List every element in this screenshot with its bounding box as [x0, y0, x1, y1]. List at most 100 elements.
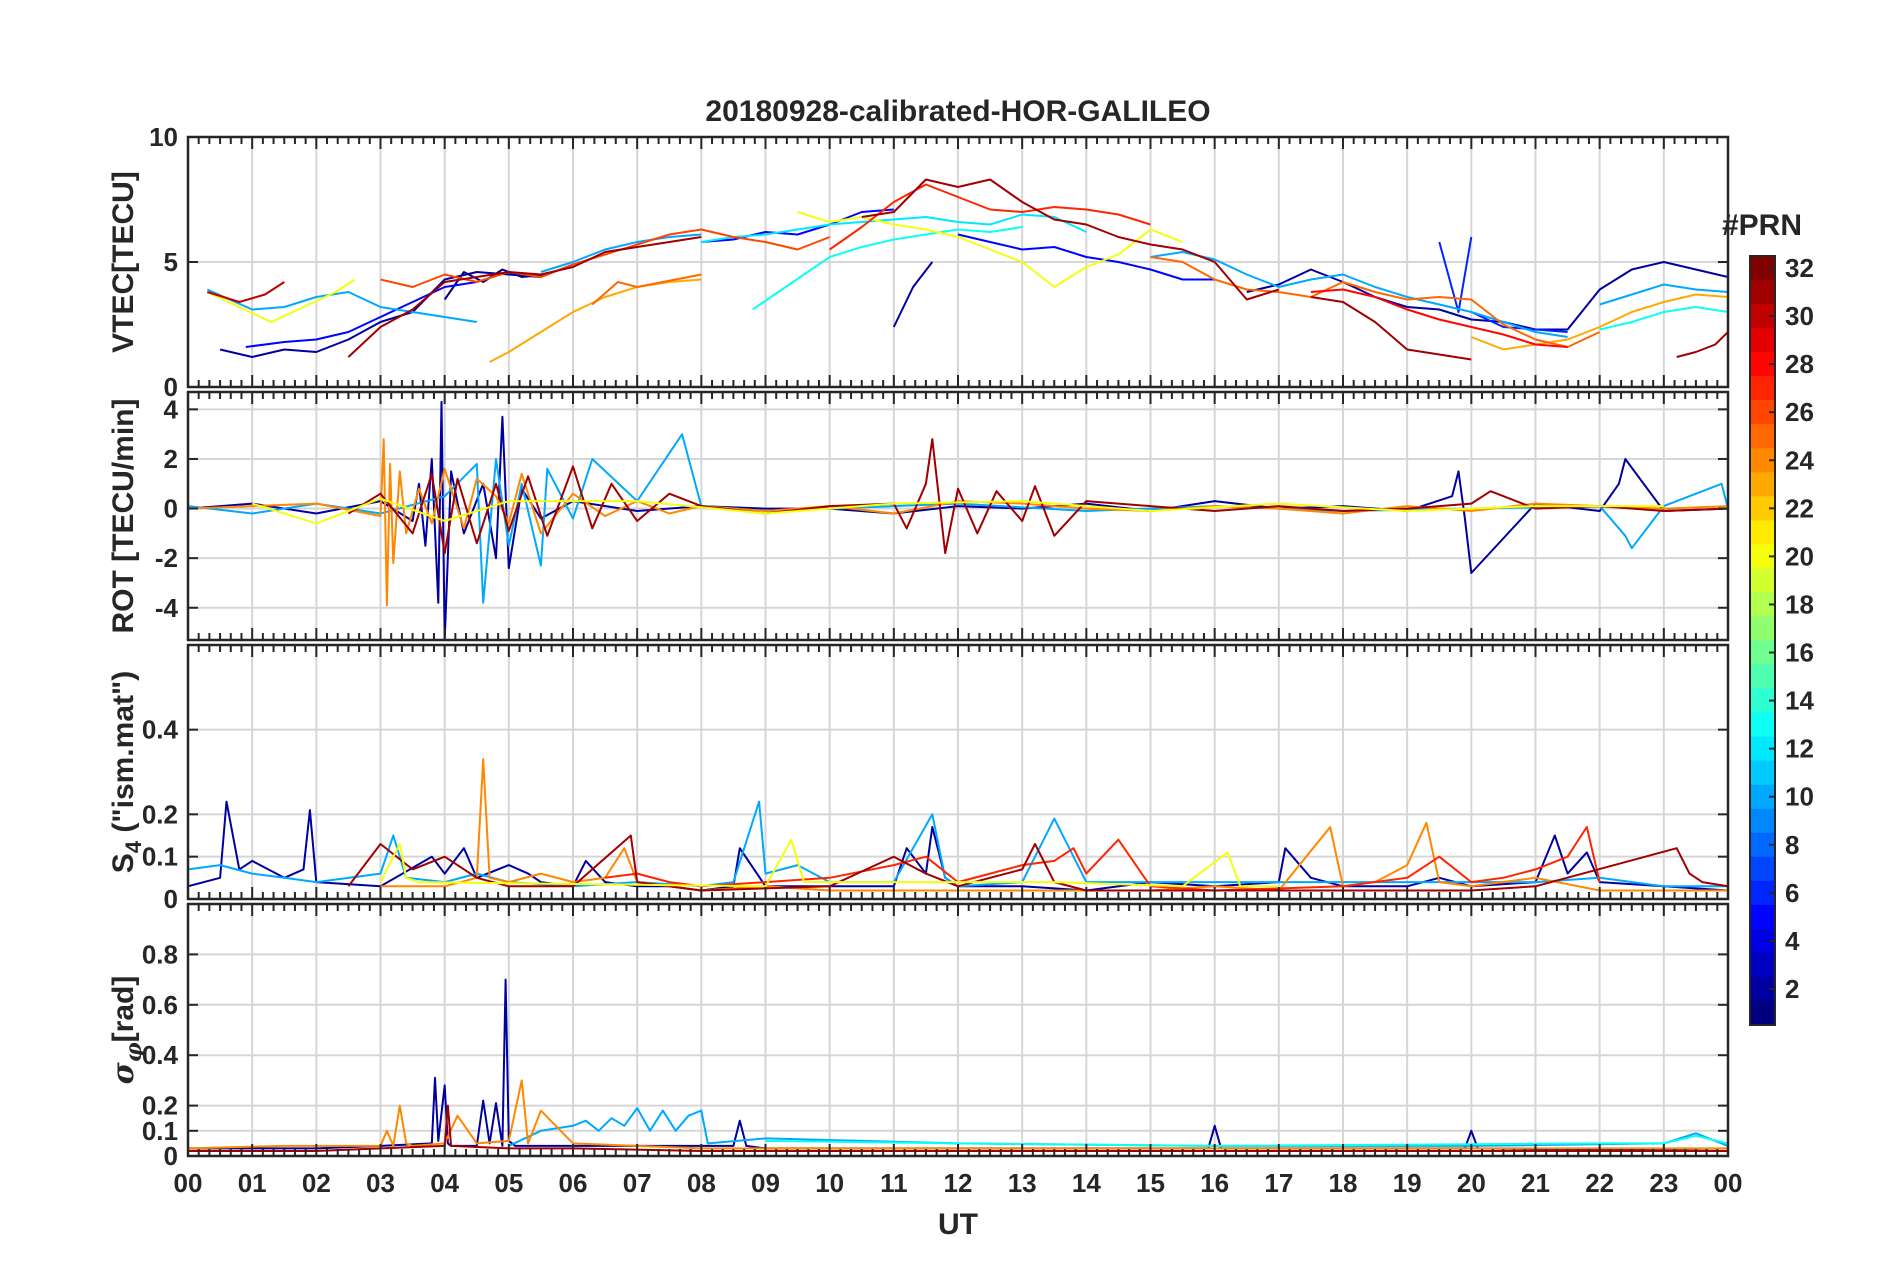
colorbar-tick-label: 32 [1785, 253, 1814, 283]
axes-frame [186, 902, 1730, 1158]
y-tick-label: 5 [164, 247, 178, 277]
y-tick-label: 2 [164, 444, 178, 474]
x-tick-label: 09 [751, 1168, 780, 1198]
colorbar-tick-label: 8 [1785, 830, 1799, 860]
colorbar-tick-label: 18 [1785, 589, 1814, 619]
series-line-prn-13 [765, 1134, 1728, 1147]
y-tick-label: 0.2 [142, 1091, 178, 1121]
series-line-prn-31 [347, 438, 1728, 555]
colorbar-tick-label: 20 [1785, 541, 1814, 571]
series-group [188, 400, 1728, 640]
series-line-prn-12 [701, 213, 1087, 243]
x-tick-label: 11 [880, 1168, 908, 1198]
colorbar-tick-label: 2 [1785, 974, 1799, 1004]
series-line-prn-6 [1470, 311, 1568, 333]
colorbar-segment [1750, 520, 1775, 545]
y-tick-label: 0 [164, 884, 178, 914]
series-line-prn-13 [752, 226, 1023, 311]
x-tick-label: 01 [238, 1168, 267, 1198]
colorbar-segment [1750, 376, 1775, 401]
x-tick-label: 13 [1008, 1168, 1037, 1198]
series-line-prn-2 [219, 263, 574, 358]
series-line-prn-26 [380, 228, 831, 288]
colorbar-tick-label: 10 [1785, 782, 1814, 812]
series-line-prn-10 [1599, 283, 1728, 306]
x-tick-label: 03 [366, 1168, 395, 1198]
colorbar-segment [1750, 424, 1775, 449]
y-axis-label: σφ[rad] [106, 976, 147, 1085]
series-line-prn-13 [1599, 306, 1728, 331]
x-axis-label: UT [938, 1208, 978, 1241]
y-tick-label: 0.1 [142, 842, 178, 872]
series-line-prn-2 [1246, 261, 1728, 331]
series-line-prn-25 [1150, 256, 1601, 348]
colorbar-segment [1750, 856, 1775, 882]
colorbar-tick-label: 12 [1785, 734, 1814, 764]
series-line-prn-10 [508, 1107, 1728, 1147]
x-tick-label: 21 [1521, 1168, 1550, 1198]
series-line-prn-31 [1310, 296, 1472, 361]
x-tick-label: 08 [687, 1168, 716, 1198]
y-tick-label: 0.4 [142, 1040, 179, 1070]
series-line-prn-20 [206, 278, 356, 323]
x-tick-label: 02 [302, 1168, 331, 1198]
series-line-prn-6 [1438, 236, 1473, 313]
colorbar-segment [1750, 472, 1775, 497]
panel-4: 00.10.2 0.4 0.6 0.8 σφ[rad] [106, 902, 1730, 1171]
colorbar-tick-label: 24 [1785, 445, 1814, 475]
y-tick-label: -2 [155, 543, 178, 573]
x-tick-label: 12 [944, 1168, 973, 1198]
series-line-prn-23 [489, 278, 702, 363]
panel-1: 0 5 10 VTEC[TECU] [107, 122, 1730, 402]
x-tick-label: 00 [1714, 1168, 1743, 1198]
x-tick-label: 10 [815, 1168, 844, 1198]
y-tick-label: 0.6 [142, 990, 178, 1020]
x-tick-label: 23 [1649, 1168, 1678, 1198]
series-line-prn-28 [1310, 288, 1568, 348]
y-axis-label: ROT [TECU/min] [107, 399, 140, 634]
y-tick-label: 4 [164, 394, 179, 424]
y-tick-label: 0 [164, 372, 178, 402]
series-line-prn-27 [829, 183, 1151, 251]
x-tick-label: 16 [1200, 1168, 1229, 1198]
series-line-prn-31 [347, 834, 1728, 892]
series-line-prn-2 [188, 978, 1728, 1152]
axes-frame [186, 135, 1730, 389]
colorbar-segment [1750, 808, 1775, 834]
panel-3: 0 0.1 0.2 0.4S4 ("ism.mat") [107, 643, 1730, 914]
x-tick-label: 18 [1329, 1168, 1358, 1198]
colorbar-tick-label: 28 [1785, 349, 1814, 379]
x-tick-labels: 00 01 02 03 04 05 06 07 08 09 10 11 12 13 14 15 16 17 18 19… [174, 1168, 1743, 1198]
series-line-prn-20 [251, 497, 1664, 525]
series-line-prn-10 [188, 433, 1728, 604]
figure-title: 20180928-calibrated-HOR-GALILEO [705, 95, 1210, 128]
colorbar-segment [1750, 616, 1775, 641]
series-line-prn-27 [604, 826, 1601, 892]
colorbar-tick-label: 6 [1785, 878, 1799, 908]
x-tick-label: 14 [1072, 1168, 1101, 1198]
x-tick-label: 00 [174, 1168, 203, 1198]
y-tick-label: -4 [155, 593, 179, 623]
colorbar-tick-label: 22 [1785, 493, 1814, 523]
y-axis-label: VTEC[TECU] [107, 171, 140, 353]
x-tick-label: 07 [623, 1168, 652, 1198]
x-tick-label: 22 [1585, 1168, 1614, 1198]
colorbar-segment [1750, 568, 1775, 593]
series-line-prn-31 [861, 178, 1280, 301]
colorbar-frame [1749, 255, 1776, 1026]
x-tick-label: 19 [1393, 1168, 1422, 1198]
colorbar-tick-label: 14 [1785, 686, 1814, 716]
series-line-prn-20 [379, 838, 1279, 888]
series-group [206, 178, 1728, 363]
colorbar-segment [1750, 760, 1775, 786]
colorbar-tick-label: 26 [1785, 397, 1814, 427]
colorbar-segment [1750, 328, 1775, 353]
colorbar-segment [1750, 1000, 1775, 1026]
y-tick-label: 0.1 [142, 1116, 178, 1146]
series-line-prn-5 [245, 281, 477, 348]
axes-frame [186, 390, 1730, 642]
colorbar-segment [1750, 280, 1775, 305]
colorbar-title: #PRN [1722, 209, 1802, 242]
x-tick-label: 05 [494, 1168, 523, 1198]
